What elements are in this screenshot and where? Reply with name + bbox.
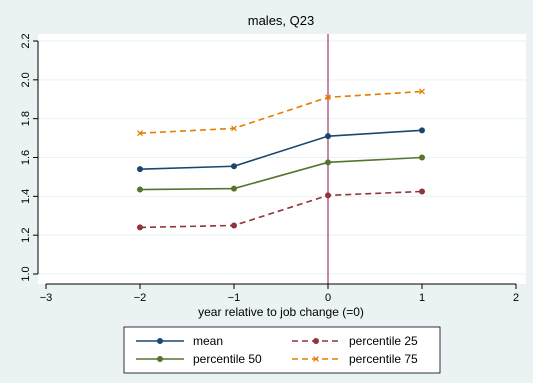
y-tick-label: 1.2 <box>20 228 32 243</box>
marker-stroke <box>325 94 331 101</box>
x-tick-label: 2 <box>513 292 519 304</box>
y-tick-label: 1.4 <box>20 189 32 204</box>
legend-label: mean <box>193 334 223 348</box>
legend-item: percentile 50 <box>136 352 262 366</box>
data-point <box>419 154 425 161</box>
data-point <box>231 125 237 132</box>
series-layer <box>137 88 425 231</box>
legend-item: percentile 25 <box>292 334 418 348</box>
x-tick-label: −1 <box>228 292 241 304</box>
legend-swatch-marker <box>157 356 163 362</box>
y-tick-label: 1.8 <box>20 111 32 126</box>
series-mean <box>137 127 425 173</box>
data-point <box>137 186 143 193</box>
legend-item: percentile 75 <box>292 352 418 366</box>
x-axis: −3 −2 −1 0 1 2 <box>40 283 519 304</box>
legend-swatch-marker <box>313 356 319 362</box>
legend-swatch-marker <box>313 338 319 344</box>
data-point <box>325 133 331 140</box>
data-point <box>325 159 331 166</box>
series-line <box>139 90 423 135</box>
legend-label: percentile 25 <box>349 334 418 348</box>
marker-stroke <box>137 130 143 137</box>
plot-area <box>38 34 526 284</box>
series-percentile-25 <box>137 188 425 231</box>
chart-title: males, Q23 <box>248 13 314 28</box>
grid-lines <box>38 40 526 275</box>
legend-label: percentile 75 <box>349 352 418 366</box>
legend-swatch-marker <box>157 338 163 344</box>
legend-box <box>123 326 441 374</box>
data-point <box>137 130 143 137</box>
marker-stroke <box>231 125 237 132</box>
series-percentile-50 <box>137 154 425 193</box>
series-line <box>139 156 423 191</box>
marker-stroke <box>419 88 425 95</box>
series-line <box>139 129 423 170</box>
y-axis: 1.0 1.2 1.4 1.6 1.8 2.0 2.2 <box>20 33 39 282</box>
legend: mean percentile 25 percentile 50 percentile… <box>123 326 441 374</box>
series-line <box>139 190 423 229</box>
y-tick-label: 1.6 <box>20 150 32 165</box>
series-percentile-75 <box>137 88 425 137</box>
data-point <box>419 88 425 95</box>
x-tick-label: 0 <box>325 292 331 304</box>
marker-stroke <box>313 356 319 362</box>
data-point <box>419 188 425 195</box>
data-point <box>231 222 237 229</box>
data-point <box>231 185 237 192</box>
x-tick-label: −2 <box>134 292 147 304</box>
x-tick-label: 1 <box>419 292 425 304</box>
legend-label: percentile 50 <box>193 352 262 366</box>
y-tick-label: 1.0 <box>20 266 32 281</box>
y-tick-label: 2.0 <box>20 72 32 87</box>
x-axis-label: year relative to job change (=0) <box>198 305 364 319</box>
legend-item: mean <box>136 334 223 348</box>
data-point <box>137 224 143 231</box>
data-point <box>325 192 331 199</box>
x-tick-label: −3 <box>40 292 53 304</box>
data-point <box>137 166 143 173</box>
y-tick-label: 2.2 <box>20 33 32 48</box>
data-point <box>325 94 331 101</box>
data-point <box>231 163 237 170</box>
data-point <box>419 127 425 134</box>
